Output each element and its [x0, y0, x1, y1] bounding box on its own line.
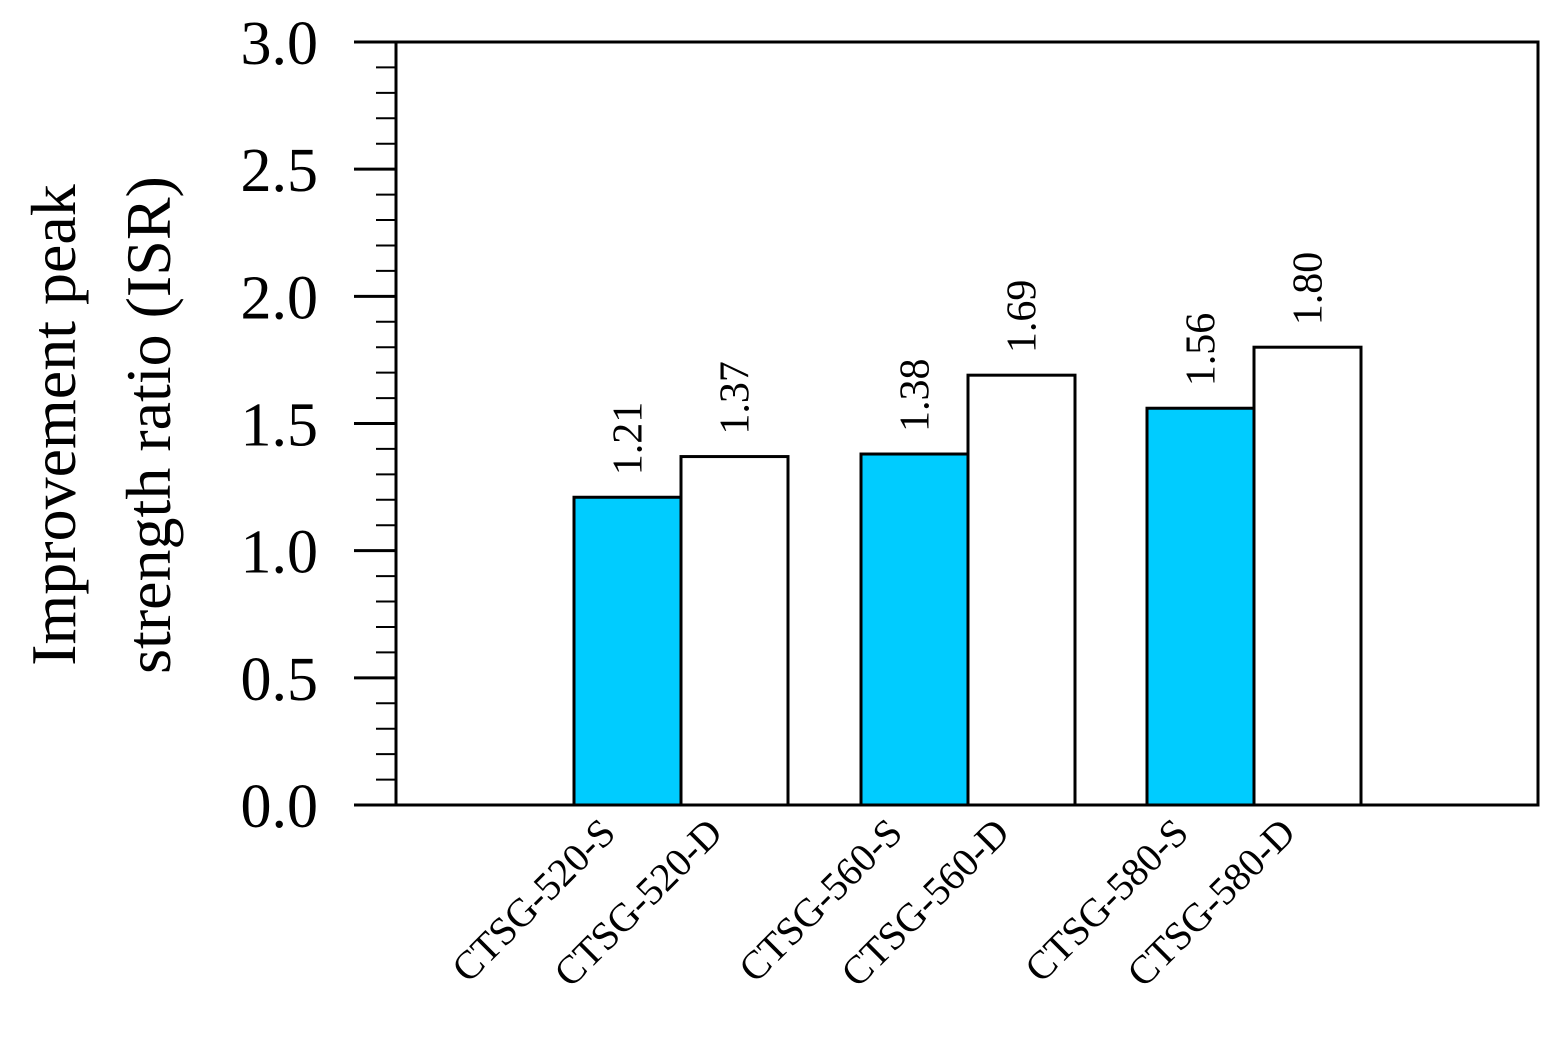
- y-tick-label: 1.5: [241, 392, 319, 460]
- y-tick-label: 2.5: [241, 137, 319, 205]
- value-label: 1.38: [893, 359, 939, 433]
- bar-ctsg-560-s: [859, 452, 970, 807]
- value-label: 1.69: [1000, 280, 1046, 354]
- y-tick-label: 2.0: [241, 264, 319, 332]
- value-label: 1.80: [1286, 252, 1332, 326]
- bar-ctsg-580-s: [1145, 406, 1256, 807]
- value-label: 1.21: [606, 402, 652, 476]
- y-axis-title-line-1: Improvement peak: [18, 184, 89, 666]
- bar-ctsg-580-d: [1252, 345, 1363, 807]
- bar-series: [572, 345, 1363, 807]
- y-tick-label: 0.5: [241, 646, 319, 714]
- y-axis: 0.0 0.5 1.0 1.5 2.0 2.5 3.0: [241, 10, 396, 841]
- y-tick-label: 0.0: [241, 773, 319, 841]
- bar-ctsg-520-d: [679, 455, 790, 807]
- y-tick-label: 1.0: [241, 519, 319, 587]
- y-axis-title-line-2: strength ratio (ISR): [113, 176, 184, 674]
- category-labels: CTSG-520-SCTSG-520-DCTSG-560-SCTSG-560-D…: [443, 810, 1304, 996]
- bar-ctsg-520-s: [572, 495, 683, 807]
- y-axis-title: Improvement peak strength ratio (ISR): [18, 176, 184, 674]
- y-tick-label: 3.0: [241, 10, 319, 78]
- value-label: 1.37: [713, 361, 759, 435]
- bar-ctsg-560-d: [966, 373, 1077, 807]
- value-labels: 1.21 1.37 1.38 1.69 1.56 1.80: [606, 252, 1332, 476]
- value-label: 1.56: [1179, 313, 1225, 387]
